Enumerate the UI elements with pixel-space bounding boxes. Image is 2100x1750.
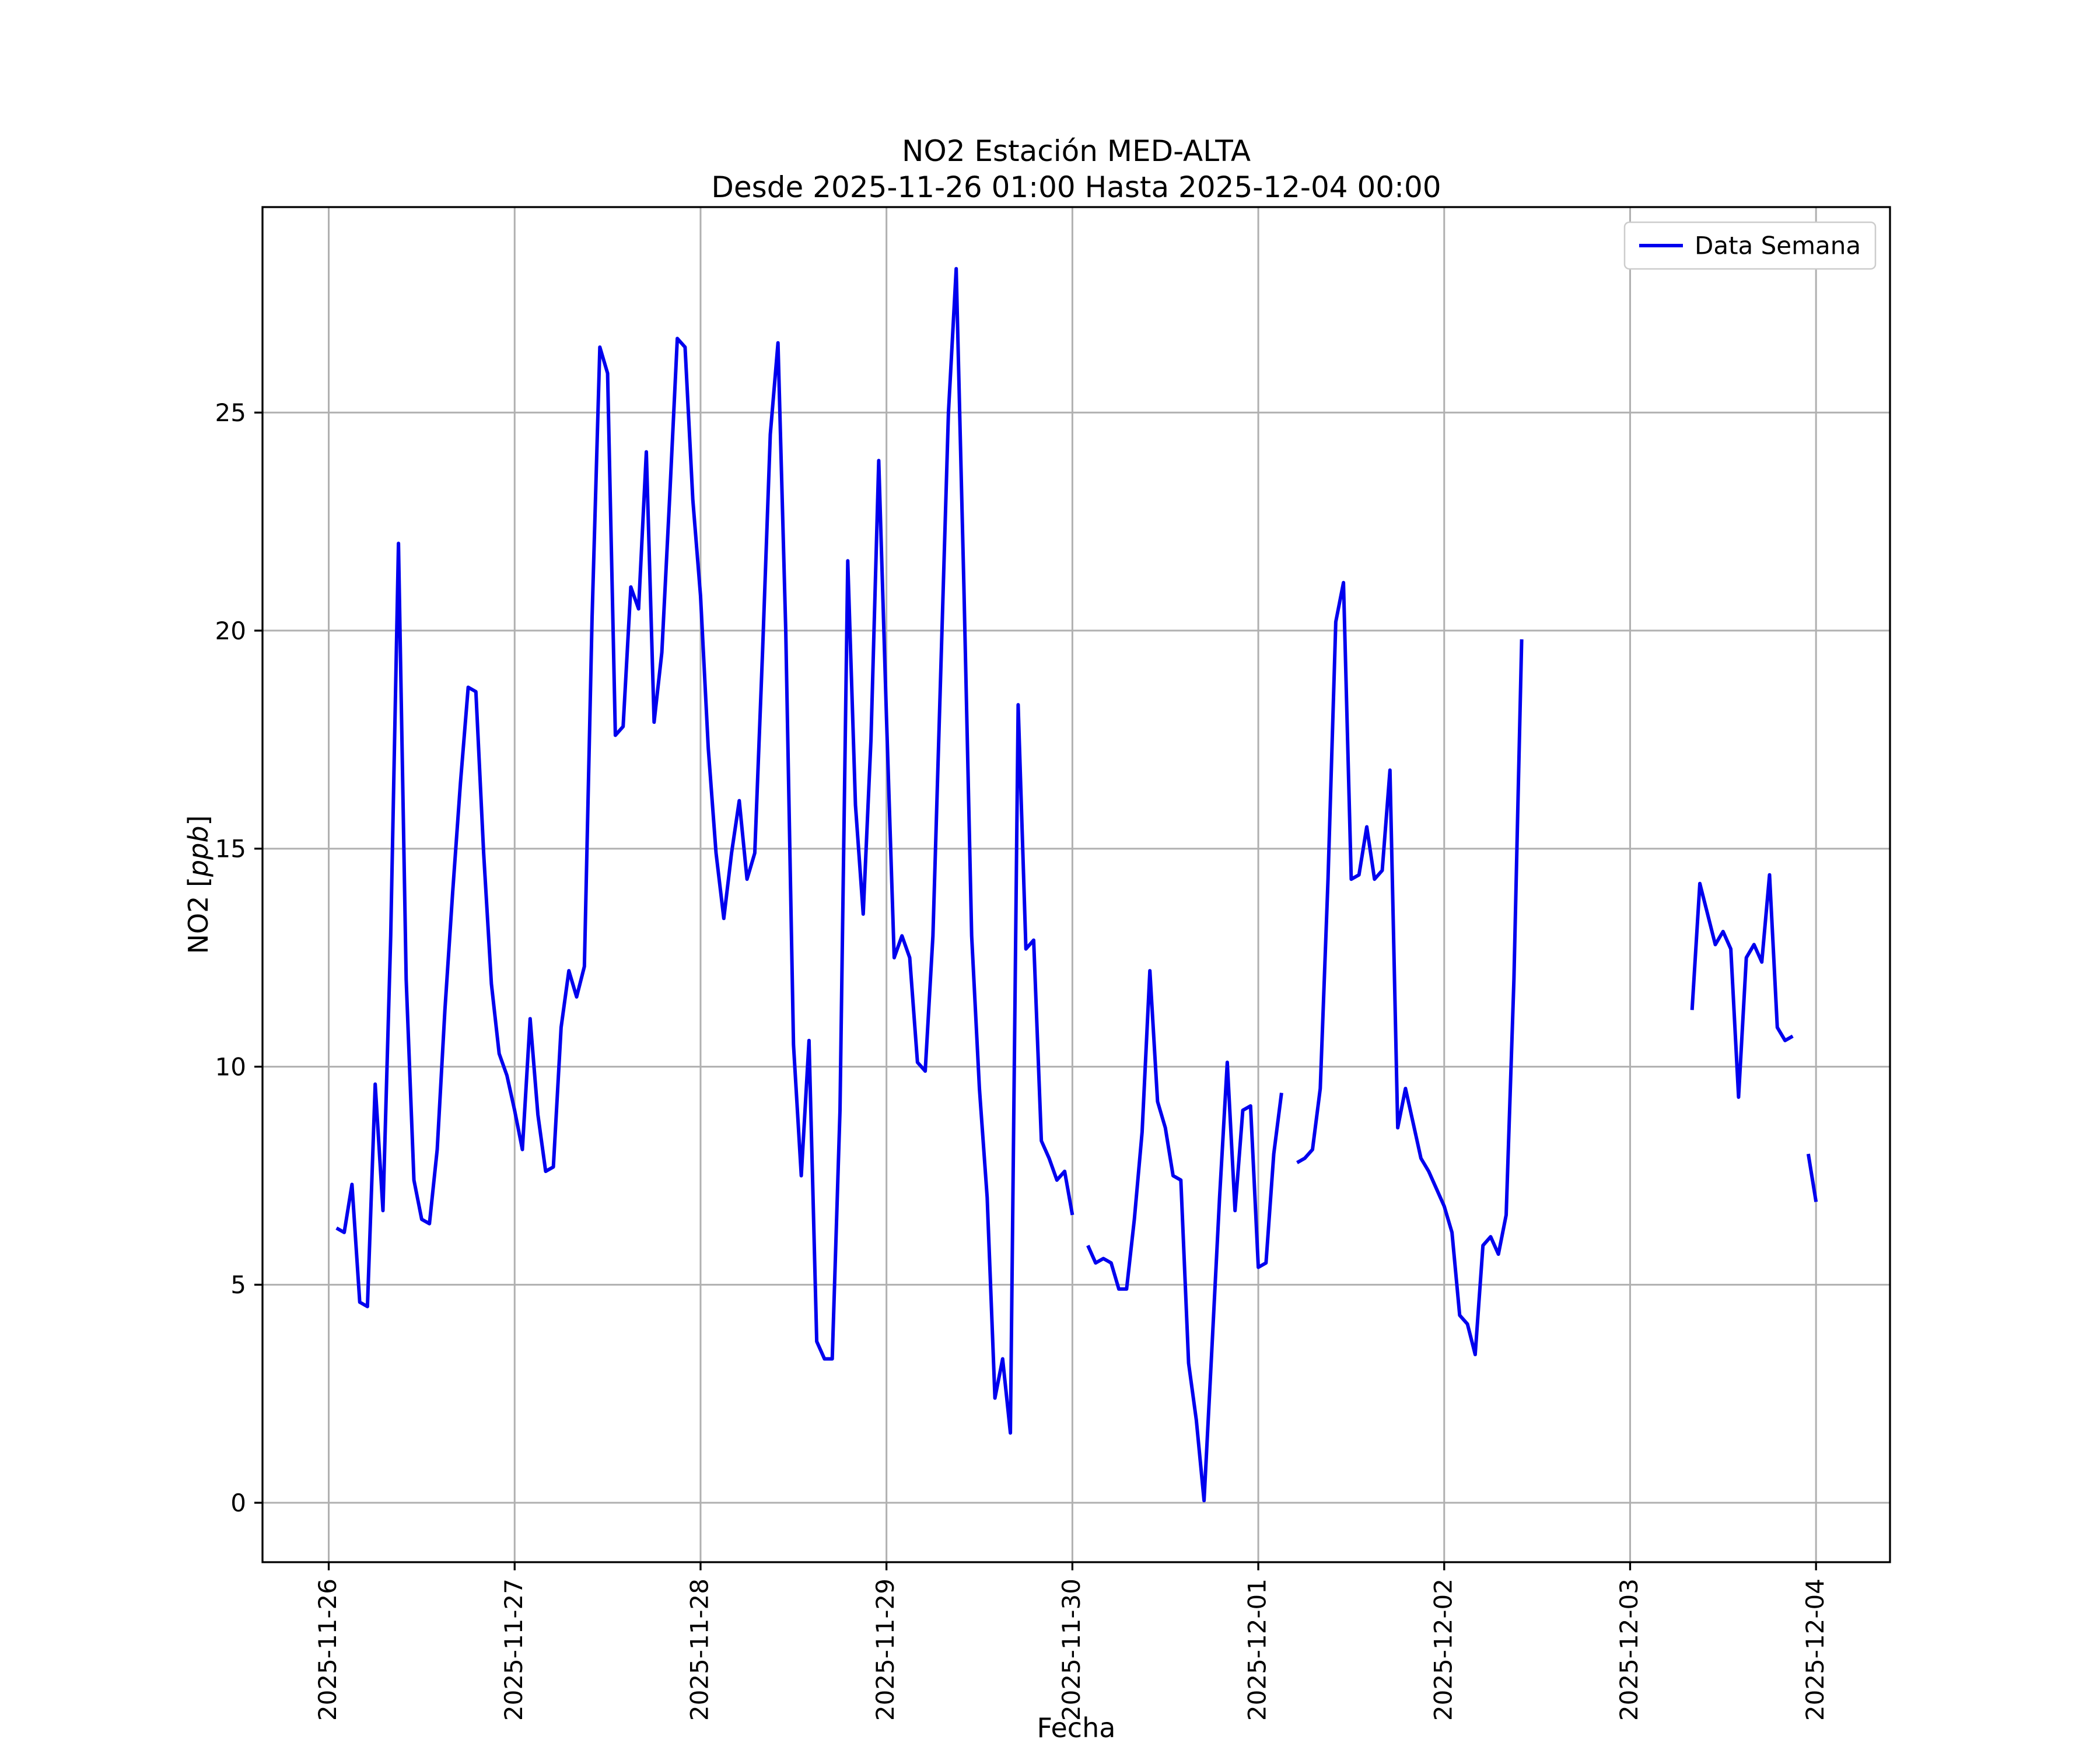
x-tick-label: 2025-11-27 [499, 1578, 528, 1721]
chart-title-line2: Desde 2025-11-26 01:00 Hasta 2025-12-04 … [711, 170, 1441, 204]
x-axis-label: Fecha [1037, 1712, 1116, 1744]
ticks [254, 411, 1817, 1570]
y-tick-label: 15 [215, 835, 246, 863]
y-tick-label: 5 [230, 1270, 246, 1299]
series-line-data-semana [335, 267, 1818, 1503]
grid [262, 207, 1890, 1562]
axes-spines [261, 206, 1891, 1563]
legend: Data Semana [1623, 221, 1877, 270]
chart-title-line1: NO2 Estación MED-ALTA [902, 134, 1251, 168]
plot-area [262, 207, 1890, 1562]
y-tick-label: 20 [215, 617, 246, 645]
y-tick-label: 10 [215, 1052, 246, 1081]
y-tick-label: 0 [230, 1489, 246, 1517]
y-axis-label: NO2 [ppb] [183, 815, 214, 954]
legend-box [1623, 221, 1877, 270]
tick-labels: 2025-11-26 2025-11-27 2025-11-28 2025-11-29… [215, 398, 1829, 1721]
x-tick-label: 2025-12-03 [1615, 1578, 1643, 1721]
x-tick-label: 2025-11-30 [1057, 1578, 1086, 1721]
x-tick-label: 2025-12-04 [1801, 1578, 1829, 1721]
x-tick-label: 2025-11-28 [685, 1578, 714, 1721]
legend-label: Data Semana [1695, 232, 1861, 260]
x-tick-label: 2025-11-29 [871, 1578, 900, 1721]
x-tick-label: 2025-12-01 [1243, 1578, 1272, 1721]
x-tick-label: 2025-11-26 [313, 1578, 342, 1721]
x-tick-label: 2025-12-02 [1429, 1578, 1457, 1721]
y-tick-label: 25 [215, 398, 246, 427]
